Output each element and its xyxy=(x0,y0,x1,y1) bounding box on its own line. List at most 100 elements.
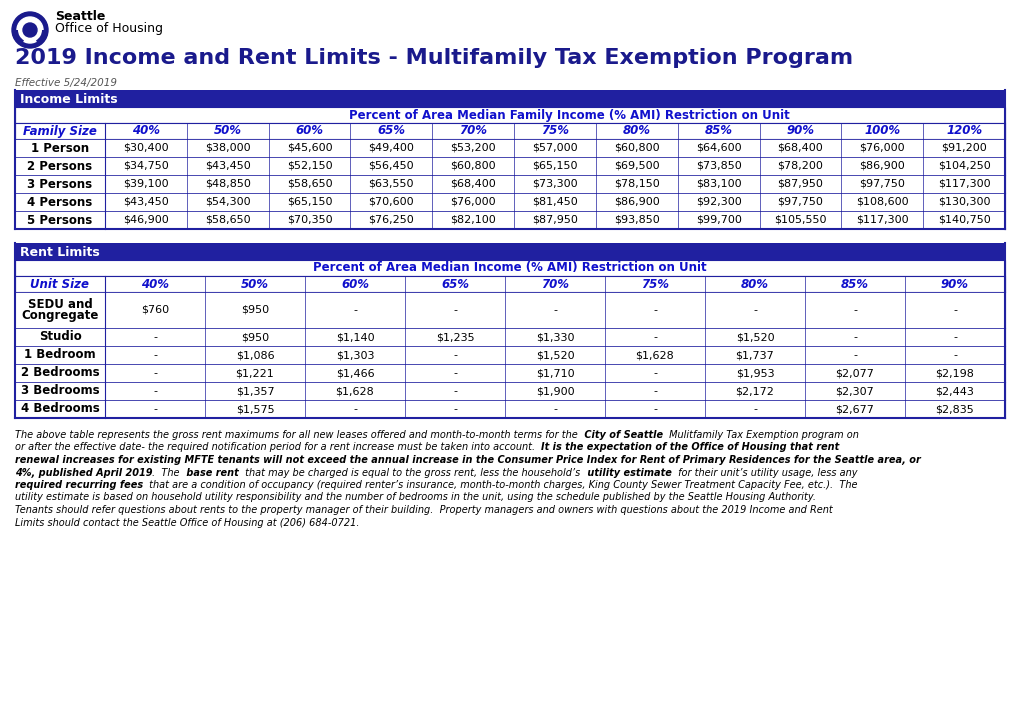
Text: $2,077: $2,077 xyxy=(836,368,874,378)
Text: $1,357: $1,357 xyxy=(236,386,274,396)
Text: $1,140: $1,140 xyxy=(336,332,375,342)
Text: 3 Persons: 3 Persons xyxy=(28,178,92,190)
Text: utility estimate: utility estimate xyxy=(584,468,675,478)
Text: 5 Persons: 5 Persons xyxy=(28,213,92,227)
Bar xyxy=(15,175,1005,193)
Text: Family Size: Family Size xyxy=(24,125,97,138)
Text: -: - xyxy=(653,386,657,396)
Text: 85%: 85% xyxy=(705,125,732,138)
Circle shape xyxy=(23,23,37,37)
Bar xyxy=(15,260,1005,276)
Text: $82,100: $82,100 xyxy=(451,215,496,225)
Text: Effective 5/24/2019: Effective 5/24/2019 xyxy=(15,78,117,88)
Text: $78,200: $78,200 xyxy=(777,161,823,171)
Text: that are a condition of occupancy (required renter’s insurance, month-to-month c: that are a condition of occupancy (requi… xyxy=(146,480,858,490)
Text: $87,950: $87,950 xyxy=(532,215,578,225)
Text: -: - xyxy=(653,305,657,315)
Bar xyxy=(15,157,1005,175)
Text: $34,750: $34,750 xyxy=(123,161,169,171)
Text: $64,600: $64,600 xyxy=(696,143,741,153)
Text: 3 Bedrooms: 3 Bedrooms xyxy=(20,384,99,398)
Text: $57,000: $57,000 xyxy=(532,143,578,153)
Text: $104,250: $104,250 xyxy=(938,161,990,171)
Text: -: - xyxy=(853,350,857,360)
Text: $2,677: $2,677 xyxy=(836,404,874,414)
Text: $58,650: $58,650 xyxy=(205,215,251,225)
Text: $60,800: $60,800 xyxy=(451,161,496,171)
Bar xyxy=(15,243,1005,260)
Text: $69,500: $69,500 xyxy=(614,161,659,171)
Text: 1 Person: 1 Person xyxy=(31,141,89,155)
Text: Limits should contact the Seattle Office of Housing at (206) 684-0721.: Limits should contact the Seattle Office… xyxy=(15,518,359,528)
Text: 2 Bedrooms: 2 Bedrooms xyxy=(20,366,99,379)
Text: -: - xyxy=(353,305,357,315)
Text: $1,628: $1,628 xyxy=(636,350,675,360)
Text: -: - xyxy=(453,404,457,414)
Text: The above table represents the gross rent maximums for all new leases offered an: The above table represents the gross ren… xyxy=(15,430,581,440)
Text: Tenants should refer questions about rents to the property manager of their buil: Tenants should refer questions about ren… xyxy=(15,505,833,515)
Text: $950: $950 xyxy=(241,332,269,342)
Text: $760: $760 xyxy=(141,305,169,315)
Text: -: - xyxy=(453,350,457,360)
Wedge shape xyxy=(36,30,48,46)
Text: $86,900: $86,900 xyxy=(614,197,659,207)
Text: $1,900: $1,900 xyxy=(536,386,574,396)
Text: Congregate: Congregate xyxy=(22,309,98,322)
Text: $97,750: $97,750 xyxy=(859,179,905,189)
Text: $117,300: $117,300 xyxy=(938,179,990,189)
Text: $86,900: $86,900 xyxy=(859,161,905,171)
Text: $2,172: $2,172 xyxy=(735,386,774,396)
Text: -: - xyxy=(153,386,157,396)
Text: -: - xyxy=(753,404,757,414)
Text: $60,800: $60,800 xyxy=(614,143,659,153)
Text: -: - xyxy=(153,404,157,414)
Bar xyxy=(15,364,1005,382)
Text: 4%, published April 2019: 4%, published April 2019 xyxy=(15,468,153,478)
Bar xyxy=(15,90,1005,107)
Text: $2,835: $2,835 xyxy=(936,404,975,414)
Text: -: - xyxy=(353,404,357,414)
Text: -: - xyxy=(653,404,657,414)
Text: 90%: 90% xyxy=(786,125,814,138)
Text: 120%: 120% xyxy=(946,125,982,138)
Text: $1,330: $1,330 xyxy=(536,332,574,342)
Text: $70,350: $70,350 xyxy=(287,215,333,225)
Text: $53,200: $53,200 xyxy=(451,143,496,153)
Text: -: - xyxy=(953,305,957,315)
Text: $46,900: $46,900 xyxy=(123,215,169,225)
Text: $87,950: $87,950 xyxy=(777,179,823,189)
Text: 1 Bedroom: 1 Bedroom xyxy=(25,349,96,361)
Text: $73,850: $73,850 xyxy=(695,161,741,171)
Text: $38,000: $38,000 xyxy=(205,143,251,153)
Text: $58,650: $58,650 xyxy=(287,179,333,189)
Text: -: - xyxy=(453,305,457,315)
Circle shape xyxy=(12,12,48,48)
Text: $1,628: $1,628 xyxy=(336,386,375,396)
Text: 75%: 75% xyxy=(541,125,569,138)
Text: $76,000: $76,000 xyxy=(451,197,496,207)
Text: $45,600: $45,600 xyxy=(287,143,333,153)
Text: $83,100: $83,100 xyxy=(696,179,741,189)
Text: $950: $950 xyxy=(241,305,269,315)
Text: -: - xyxy=(953,350,957,360)
Text: City of Seattle: City of Seattle xyxy=(581,430,667,440)
Text: $81,450: $81,450 xyxy=(532,197,578,207)
Text: 50%: 50% xyxy=(214,125,242,138)
Text: Office of Housing: Office of Housing xyxy=(55,22,163,35)
Wedge shape xyxy=(12,30,24,46)
Text: 85%: 85% xyxy=(841,277,869,290)
Text: 2 Persons: 2 Persons xyxy=(28,160,92,173)
Circle shape xyxy=(17,17,43,43)
Bar xyxy=(15,139,1005,157)
Text: 60%: 60% xyxy=(341,277,369,290)
Text: -: - xyxy=(653,368,657,378)
Text: $76,250: $76,250 xyxy=(369,215,415,225)
Text: $1,466: $1,466 xyxy=(336,368,375,378)
Text: $1,710: $1,710 xyxy=(536,368,574,378)
Text: It is the expectation of the Office of Housing that rent: It is the expectation of the Office of H… xyxy=(542,443,840,453)
Text: $76,000: $76,000 xyxy=(859,143,905,153)
Text: 100%: 100% xyxy=(864,125,900,138)
Text: required recurring fees: required recurring fees xyxy=(15,480,146,490)
Text: -: - xyxy=(853,332,857,342)
Text: $65,150: $65,150 xyxy=(287,197,333,207)
